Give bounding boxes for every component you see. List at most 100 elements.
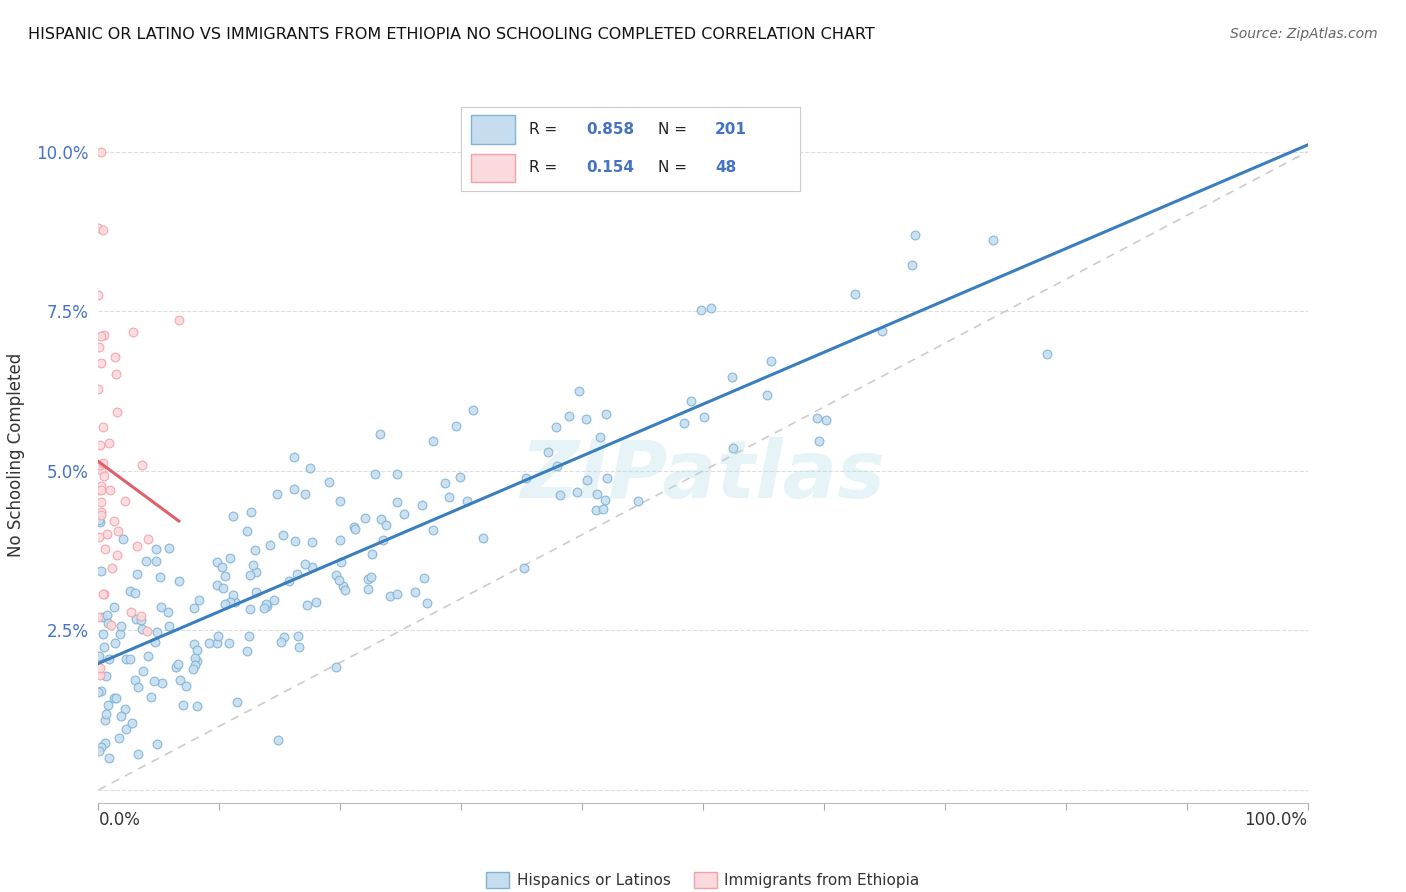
Point [472,532,495,546]
Point [103,514,125,528]
Point [224,595,246,609]
Point [90,684,112,698]
Point [125,567,148,582]
Point [94,669,117,683]
Point [90,329,112,343]
Point [156,605,179,619]
Point [186,654,208,668]
Point [146,737,169,751]
Point [301,535,323,549]
Point [245,584,267,599]
Point [273,630,295,644]
Point [142,673,165,688]
Point [167,313,190,327]
Point [394,507,416,521]
Point [332,579,354,593]
Point [91,587,114,601]
Point [87,685,110,699]
Point [90,564,112,578]
Point [278,574,301,588]
Point [93,468,115,483]
Point [120,584,142,599]
Point [169,673,191,687]
Point [93,713,115,727]
Point [693,410,716,425]
Point [139,690,162,704]
Point [90,494,112,508]
Point [593,492,616,507]
Point [103,599,125,614]
Point [93,626,115,640]
Point [121,716,143,731]
Point [165,660,187,674]
Point [513,561,536,575]
Point [93,640,115,655]
Point [870,324,893,338]
Point [93,328,115,343]
Point [557,409,579,423]
Point [568,384,591,399]
Point [371,533,394,547]
Point [198,636,221,650]
Point [104,691,127,706]
Point [205,555,228,569]
Point [136,624,159,639]
Point [463,403,485,417]
Point [681,394,703,409]
Point [287,629,309,643]
Point [325,567,347,582]
Point [360,570,382,584]
Point [211,559,233,574]
Point [267,733,290,747]
Point [422,434,444,448]
Text: ZIPatlas: ZIPatlas [520,437,886,515]
Point [305,595,328,609]
Point [131,622,153,636]
Point [136,648,159,663]
Point [89,530,111,544]
Point [245,566,267,580]
Point [283,533,305,548]
Point [328,574,350,588]
Point [415,596,437,610]
Point [91,223,114,237]
Point [90,610,112,624]
Point [759,354,782,368]
Point [449,470,471,484]
Point [357,582,380,596]
Point [90,145,112,159]
Point [96,527,118,541]
Point [87,221,110,235]
Point [124,585,146,599]
Point [108,627,131,641]
Point [808,434,831,448]
Point [103,690,125,705]
Point [1036,347,1059,361]
Point [87,652,110,666]
Point [98,436,121,450]
Point [981,233,1004,247]
Point [89,744,111,758]
Point [157,619,180,633]
Point [672,416,695,430]
Point [145,553,167,567]
Point [172,698,194,713]
Point [91,420,114,434]
Point [205,578,228,592]
Point [240,505,263,519]
Point [434,475,457,490]
Point [387,586,409,600]
Point [283,450,305,464]
Point [256,599,278,614]
Point [184,658,207,673]
Point [271,527,294,541]
Point [806,410,828,425]
Point [159,541,181,555]
Point [294,487,316,501]
Point [544,420,567,434]
Point [904,227,927,242]
Point [131,665,153,679]
Point [238,629,260,643]
Point [129,609,152,624]
Point [212,581,235,595]
